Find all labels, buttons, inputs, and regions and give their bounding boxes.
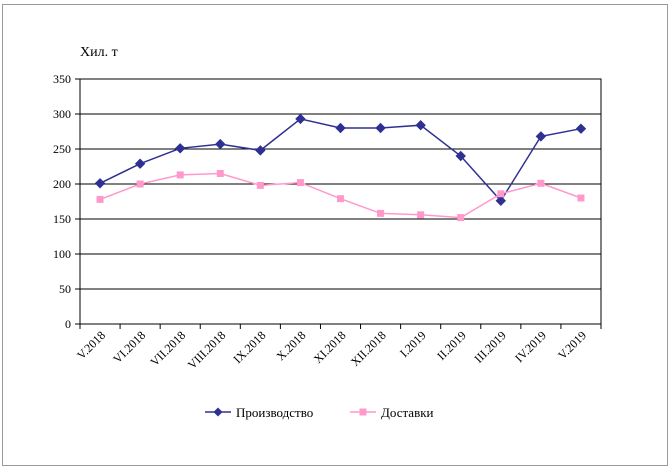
y-tick-label: 250 [53, 142, 71, 156]
x-tick-label: II.2019 [434, 328, 469, 363]
y-tick-label: 150 [53, 212, 71, 226]
data-point [577, 194, 585, 202]
legend: Производство Доставки [205, 405, 434, 420]
data-point [134, 158, 146, 169]
x-tick-label: IX.2018 [231, 328, 269, 366]
x-tick-label: X.2018 [273, 328, 308, 363]
x-tick-label: III.2019 [471, 328, 508, 365]
data-point [575, 123, 587, 134]
data-point [176, 171, 184, 179]
x-tick-label: V.2019 [555, 328, 589, 362]
y-tick-label: 300 [53, 107, 71, 121]
y-tick-label: 100 [53, 247, 71, 261]
x-tick-label: VII.2018 [148, 328, 189, 369]
data-point [216, 170, 224, 177]
y-tick-label: 0 [65, 317, 71, 331]
legend-label: Производство [236, 405, 313, 420]
data-point [495, 195, 507, 207]
data-point [296, 179, 304, 187]
x-tick-label: XII.2018 [348, 328, 389, 369]
data-point [537, 179, 545, 187]
x-tick-label: V.2018 [74, 328, 108, 362]
data-point [455, 150, 466, 162]
legend-marker [359, 408, 367, 416]
y-tick-label: 200 [53, 177, 71, 191]
data-point [535, 131, 547, 142]
series [94, 113, 587, 222]
data-point [174, 143, 186, 154]
y-axis-label: Хил. т [80, 45, 118, 60]
data-point [415, 119, 426, 131]
data-point [417, 211, 425, 219]
axes: 0 50 100 150 200 250 300 350 V.2018 VI.2018 VII.20… [53, 72, 602, 372]
x-tick-label: VIII.2018 [185, 328, 229, 372]
data-point [375, 122, 386, 134]
grid-lines [80, 113, 601, 290]
legend-label: Доставки [381, 405, 434, 420]
y-tick-label: 50 [59, 282, 71, 296]
data-point [497, 190, 505, 198]
data-point [295, 113, 306, 125]
data-point [136, 180, 144, 188]
data-point [255, 145, 266, 156]
x-tick-label: XI.2018 [311, 328, 349, 366]
x-tick-label: IV.2019 [512, 328, 549, 365]
data-point [335, 122, 346, 134]
data-point [215, 138, 226, 150]
data-point [337, 195, 344, 203]
x-tick-label: I.2019 [397, 328, 429, 360]
data-point [96, 195, 104, 203]
plot-area [79, 78, 602, 325]
y-tick-label: 350 [53, 72, 71, 86]
data-point [256, 181, 264, 189]
x-tick-label: VI.2018 [110, 328, 148, 366]
chart-frame [2, 4, 668, 466]
legend-marker [213, 407, 223, 417]
data-point [457, 214, 465, 222]
data-point [94, 178, 106, 189]
data-point [377, 209, 385, 217]
